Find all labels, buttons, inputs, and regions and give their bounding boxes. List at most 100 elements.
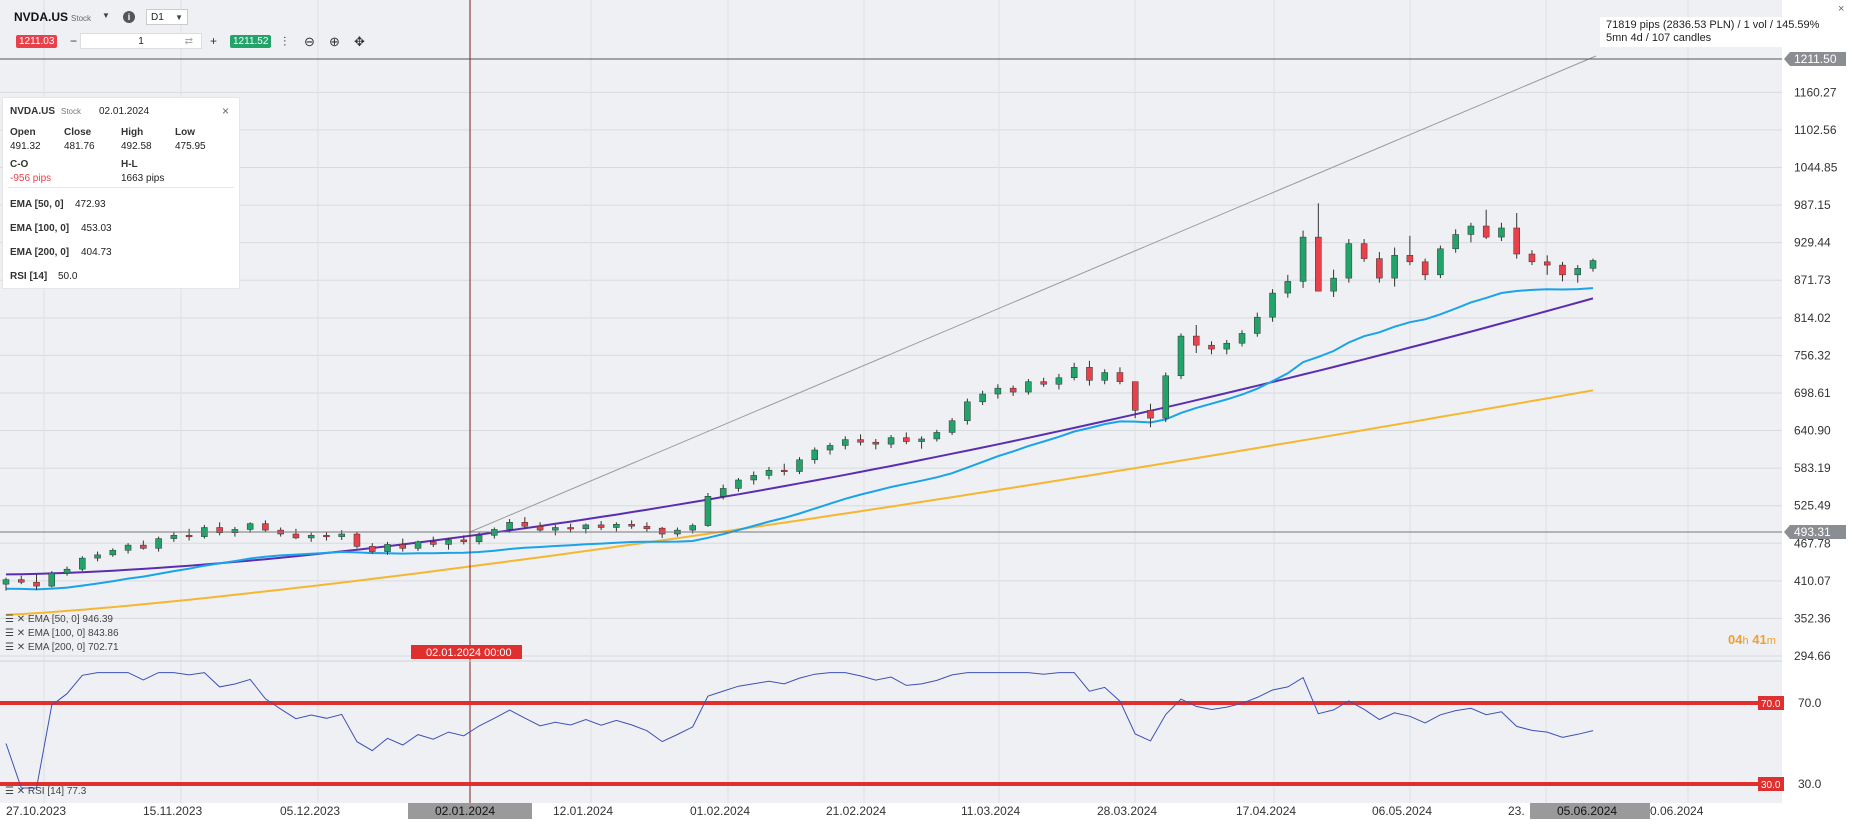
- close-icon[interactable]: ×: [222, 104, 230, 118]
- open-value: 491.32: [10, 141, 41, 152]
- zoom-out-icon[interactable]: ⊖: [304, 34, 315, 49]
- candle: [643, 525, 651, 530]
- time-tick: 12.01.2024: [553, 804, 613, 818]
- candle: [18, 579, 25, 583]
- candle: [1498, 227, 1505, 238]
- candle: [262, 523, 269, 531]
- candle: [1040, 381, 1047, 385]
- timer-minutes-unit: m: [1766, 635, 1776, 647]
- candle: [246, 523, 254, 530]
- rsi-path: [5, 672, 1594, 789]
- candle: [1131, 381, 1139, 411]
- candle: [1055, 377, 1063, 385]
- chart-type-icon[interactable]: ⫶: [283, 34, 287, 49]
- co-value: -956 pips: [10, 173, 52, 184]
- candle-timer: 04h 41m: [1728, 632, 1776, 647]
- time-ticks: 27.10.2023 15.11.2023 05.12.2023 12.01.2024…: [6, 804, 1704, 818]
- ema50-label: EMA [50, 0]: [10, 199, 64, 210]
- candle: [1177, 335, 1185, 377]
- candle: [521, 522, 529, 527]
- timer-minutes: 41: [1752, 632, 1767, 647]
- candle: [307, 535, 315, 539]
- time-tick: 23.: [1508, 804, 1525, 818]
- chevron-down-icon: ▼: [175, 13, 183, 22]
- buy-button[interactable]: 1211.52: [230, 35, 272, 48]
- price-axis[interactable]: [1782, 0, 1854, 825]
- time-tick: 27.10.2023: [6, 804, 66, 818]
- candle: [872, 441, 880, 445]
- legend-rsi[interactable]: ☰ ✕ RSI [14] 77.3: [5, 786, 87, 797]
- info-icon[interactable]: i: [123, 11, 135, 23]
- rsi-line: [5, 672, 1594, 789]
- candle: [1345, 243, 1353, 279]
- measure-line-1: 71819 pips (2836.53 PLN) / 1 vol / 145.5…: [1606, 19, 1820, 31]
- candle: [1330, 277, 1337, 292]
- candle: [1421, 261, 1429, 276]
- candle: [1147, 410, 1154, 419]
- close-icon[interactable]: ×: [1838, 3, 1845, 15]
- price-ticks: 1160.27 1102.56 1044.85 987.15 929.44 871.73 8…: [1794, 85, 1838, 663]
- high-label: High: [121, 127, 144, 138]
- legend-ema50[interactable]: ☰ ✕ EMA [50, 0] 946.39: [5, 614, 113, 625]
- chevron-down-icon[interactable]: ▼: [102, 11, 110, 20]
- price-tick: 871.73: [1794, 273, 1831, 287]
- symbol-type: Stock: [71, 14, 92, 23]
- price-tick: 698.61: [1794, 386, 1831, 400]
- candle: [796, 459, 803, 472]
- crosshair-time-tag-label: 02.01.2024 00:00: [426, 647, 512, 659]
- rsi-upper-tag: [1758, 696, 1784, 710]
- time-tick: 11.03.2024: [961, 804, 1020, 818]
- trend-line[interactable]: [469, 55, 1597, 533]
- quantity-input[interactable]: 1 ⇄: [80, 33, 202, 49]
- candle: [506, 522, 513, 530]
- price-tick: 1044.85: [1794, 161, 1838, 175]
- timer-hours: 04: [1728, 632, 1743, 647]
- price-tick: 352.36: [1794, 611, 1831, 625]
- price-tick: 525.49: [1794, 499, 1831, 513]
- candle: [1254, 316, 1261, 334]
- candle: [368, 546, 376, 552]
- legend-ema100[interactable]: ☰ ✕ EMA [100, 0] 843.86: [5, 628, 119, 639]
- swap-icon[interactable]: ⇄: [184, 36, 193, 47]
- close-label: Close: [64, 127, 92, 138]
- crosshair-tool-icon[interactable]: ✥: [354, 34, 365, 49]
- info-symbol: NVDA.US: [10, 106, 56, 117]
- legend-ema200[interactable]: ☰ ✕ EMA [200, 0] 702.71: [5, 642, 119, 653]
- candle: [1025, 381, 1032, 393]
- candle: [689, 525, 696, 531]
- candle: [460, 539, 468, 543]
- candle: [628, 523, 635, 527]
- quantity-increase-button[interactable]: +: [210, 34, 218, 48]
- co-label: C-O: [10, 159, 29, 170]
- candle: [155, 538, 162, 549]
- ema50-value: 472.93: [75, 199, 106, 210]
- quantity-decrease-button[interactable]: −: [70, 34, 78, 48]
- symbol-selector[interactable]: NVDA.US Stock: [14, 10, 91, 24]
- rsi-upper-label: 70.0: [1798, 696, 1822, 710]
- zoom-in-icon[interactable]: ⊕: [329, 34, 340, 49]
- candle: [1299, 236, 1307, 282]
- ema100-label: EMA [100, 0]: [10, 223, 70, 234]
- candle: [1162, 375, 1169, 419]
- candle: [445, 539, 452, 545]
- timeframe-select[interactable]: D1 ▼: [146, 9, 188, 25]
- candle: [811, 449, 819, 461]
- candle: [1528, 253, 1536, 263]
- ema200-value: 404.73: [81, 247, 112, 258]
- hl-label: H-L: [121, 159, 138, 170]
- time-tick: 01.02.2024: [690, 804, 750, 818]
- candle: [63, 568, 71, 574]
- sell-button[interactable]: 1211.03: [16, 35, 58, 48]
- candle: [1391, 255, 1398, 279]
- rsi-lower-tag-label: 30.0: [1761, 780, 1781, 791]
- candle: [1116, 372, 1124, 382]
- candle: [567, 527, 574, 530]
- candle: [1208, 344, 1215, 350]
- price-tick: 640.90: [1794, 424, 1831, 438]
- price-tick: 929.44: [1794, 236, 1831, 250]
- legend-ema200-text: EMA [200, 0] 702.71: [27, 642, 119, 653]
- ema50-path: [5, 287, 1594, 591]
- ema200-path: [5, 389, 1594, 616]
- candle: [719, 488, 727, 497]
